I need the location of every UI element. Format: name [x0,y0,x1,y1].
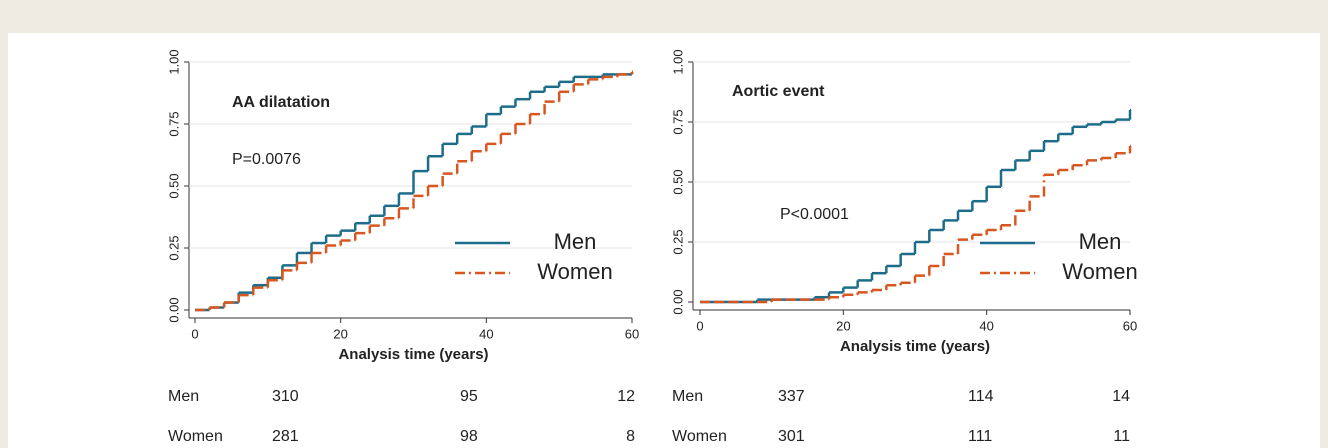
x-tick-label: 20 [836,318,850,333]
risk-count: 98 [460,428,478,445]
chart-title: AA dilatation [232,94,330,111]
x-tick-label: 60 [625,326,639,341]
y-tick-label: 0.75 [166,111,181,136]
legend-label: Women [1062,259,1137,284]
risk-count: 310 [272,388,299,405]
y-tick-label: 1.00 [166,49,181,74]
legend-label: Men [1079,229,1122,254]
x-tick-label: 0 [191,326,198,341]
risk-row-label: Men [672,388,703,405]
chart-title: Aortic event [732,83,825,100]
risk-count: 11 [1113,428,1130,445]
y-tick-label: 0.75 [670,109,685,134]
p-value: P=0.0076 [232,151,301,168]
risk-row-label: Men [168,388,199,405]
p-value: P<0.0001 [780,206,849,223]
risk-count: 281 [272,428,299,445]
y-tick-label: 0.25 [166,235,181,260]
x-tick-label: 60 [1123,318,1137,333]
y-tick-label: 0.00 [166,297,181,322]
y-tick-label: 0.00 [670,289,685,314]
x-tick-label: 0 [696,318,703,333]
risk-row-label: Women [168,428,223,445]
x-tick-label: 20 [333,326,347,341]
risk-count: 12 [617,388,635,405]
risk-count: 114 [968,388,994,405]
risk-count: 95 [460,388,478,405]
risk-count: 301 [778,428,805,445]
y-tick-label: 0.25 [670,229,685,254]
risk-count: 8 [626,428,635,445]
risk-row-label: Women [672,428,727,445]
y-tick-label: 0.50 [670,169,685,194]
legend-label: Men [554,229,597,254]
x-tick-label: 40 [479,326,493,341]
legend-label: Women [537,259,612,284]
x-axis-label: Analysis time (years) [338,346,488,363]
risk-count: 111 [968,428,992,445]
y-tick-label: 1.00 [670,49,685,74]
y-tick-label: 0.50 [166,173,181,198]
x-tick-label: 40 [979,318,993,333]
x-axis-label: Analysis time (years) [840,338,990,355]
risk-count: 14 [1112,388,1130,405]
panel [8,33,1320,448]
risk-count: 337 [778,388,805,405]
